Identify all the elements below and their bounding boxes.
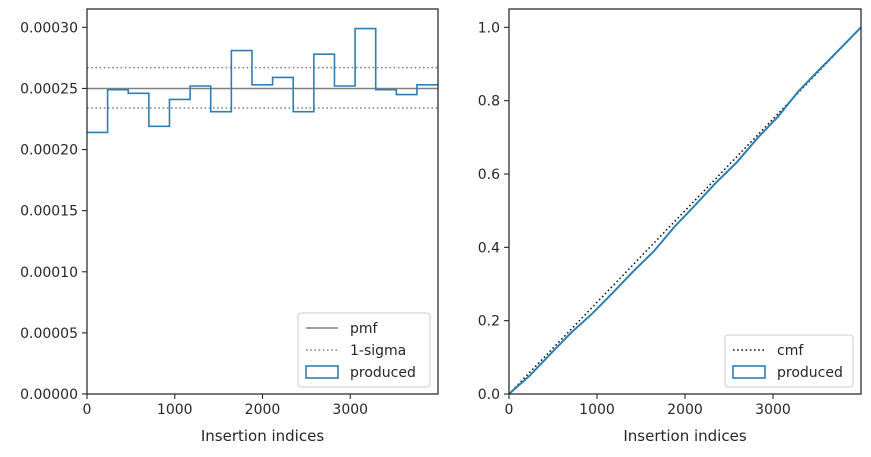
plot-area (87, 27, 438, 134)
y-tick-label: 0.00000 (20, 387, 78, 403)
y-tick-label: 0.8 (478, 94, 500, 110)
series-line-cmf (509, 26, 861, 394)
legend: pmf 1-sigma produced (297, 312, 431, 388)
histogram-step-produced (87, 27, 438, 134)
y-tick-label: 0.0 (478, 387, 500, 403)
series-line-produced (509, 26, 861, 394)
legend-label: cmf (777, 343, 804, 359)
x-tick-label: 3000 (755, 402, 791, 418)
legend-box (724, 334, 854, 388)
y-tick-label: 0.00005 (20, 326, 78, 342)
legend-label: produced (350, 365, 416, 381)
legend: cmf produced (724, 334, 854, 388)
x-axis-label: Insertion indices (623, 427, 746, 445)
x-tick-label: 1000 (579, 402, 615, 418)
y-tick-label: 1.0 (478, 20, 500, 36)
x-tick-label: 1000 (157, 402, 193, 418)
y-tick-label: 0.6 (478, 167, 500, 183)
y-tick-label: 0.00025 (20, 81, 78, 97)
y-tick-label: 0.4 (478, 240, 500, 256)
legend-label: produced (777, 365, 843, 381)
x-tick-label: 2000 (667, 402, 703, 418)
chart-cmf: 0.0 0.2 0.4 0.6 0.8 1.0 0 1000 2000 3000 Insertion… (478, 8, 862, 445)
y-tick-label: 0.2 (478, 314, 500, 330)
legend-label: pmf (350, 321, 379, 337)
y-tick-label: 0.00010 (20, 265, 78, 281)
y-tick-label: 0.00015 (20, 204, 78, 220)
x-axis-label: Insertion indices (201, 427, 324, 445)
x-tick-label: 3000 (332, 402, 368, 418)
legend-handle-produced (305, 365, 339, 379)
plot-area (509, 26, 861, 394)
y-tick-label: 0.00020 (20, 143, 78, 159)
chart-pmf: 0.00000 0.00005 0.00010 0.00015 0.00020 0.000… (20, 8, 439, 445)
legend-handle-produced (732, 365, 766, 379)
y-tick-label: 0.00030 (20, 20, 78, 36)
x-tick-label: 2000 (245, 402, 281, 418)
x-tick-label: 0 (505, 402, 514, 418)
legend-label: 1-sigma (350, 343, 406, 359)
legend-box (297, 312, 431, 388)
x-tick-label: 0 (83, 402, 92, 418)
